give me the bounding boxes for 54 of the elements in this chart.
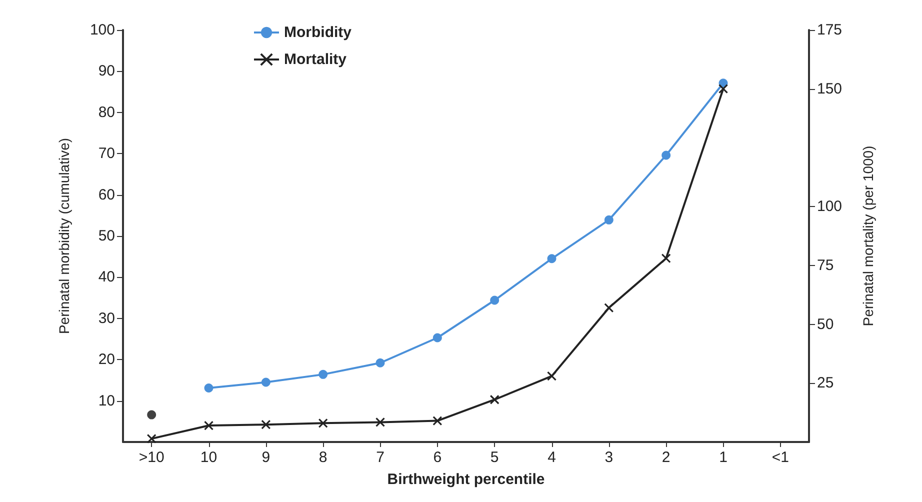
y2-axis-title: Perinatal mortality (per 1000) xyxy=(860,146,876,326)
point xyxy=(375,417,386,428)
y2-tick-label: 150 xyxy=(817,80,842,98)
y2-tick-label: 100 xyxy=(817,198,842,216)
x-tick-label: 9 xyxy=(262,449,270,466)
point xyxy=(261,378,270,387)
point xyxy=(661,254,671,264)
point xyxy=(432,333,442,342)
point xyxy=(376,358,385,368)
x-tick-label: 10 xyxy=(200,449,218,466)
x-tick-label: 4 xyxy=(548,449,556,466)
y2-tick-label: 25 xyxy=(817,374,834,392)
legend-label: Morbidity xyxy=(284,24,352,41)
y2-tick-label: 175 xyxy=(817,22,842,38)
y-tick-label: 60 xyxy=(98,186,115,204)
point xyxy=(604,215,614,224)
point xyxy=(204,384,214,393)
x-tick-label: 5 xyxy=(490,449,499,466)
x-tick-label: 8 xyxy=(318,449,328,466)
y-tick-label: 80 xyxy=(98,104,115,121)
y-tick-label: 20 xyxy=(98,351,115,368)
x-tick-label: <1 xyxy=(772,449,789,466)
y-tick-label: 90 xyxy=(98,62,115,80)
x-tick-label: 1 xyxy=(719,449,728,466)
y-tick-label: 50 xyxy=(98,228,115,244)
y-tick-label: 100 xyxy=(90,22,115,38)
legend-label: Mortality xyxy=(284,51,348,68)
point xyxy=(204,420,214,430)
x-tick-label: >10 xyxy=(138,449,164,466)
y2-tick-label: 50 xyxy=(817,316,834,333)
point xyxy=(718,84,728,94)
point xyxy=(662,150,671,160)
x-axis-title: Birthweight percentile xyxy=(387,471,545,488)
y-tick-label: 10 xyxy=(98,392,115,410)
point xyxy=(318,370,328,379)
y2-tick-label: 75 xyxy=(817,256,834,274)
x-tick-label: 3 xyxy=(604,449,614,466)
y-tick-label: 40 xyxy=(98,268,115,286)
y-axis-title: Perinatal morbidity (cumulative) xyxy=(56,138,72,334)
x-tick-label: 7 xyxy=(376,449,384,466)
point xyxy=(490,394,500,404)
x-tick-label: 2 xyxy=(662,449,670,466)
y-tick-label: 70 xyxy=(98,145,115,162)
x-tick-label: 6 xyxy=(433,449,442,466)
point xyxy=(547,254,556,264)
point xyxy=(261,420,271,430)
y-tick-label: 30 xyxy=(98,310,115,327)
point xyxy=(147,410,156,420)
point xyxy=(318,418,328,428)
point xyxy=(432,416,442,426)
point xyxy=(546,371,557,381)
point xyxy=(604,303,614,313)
point xyxy=(490,296,500,305)
point xyxy=(146,434,156,444)
